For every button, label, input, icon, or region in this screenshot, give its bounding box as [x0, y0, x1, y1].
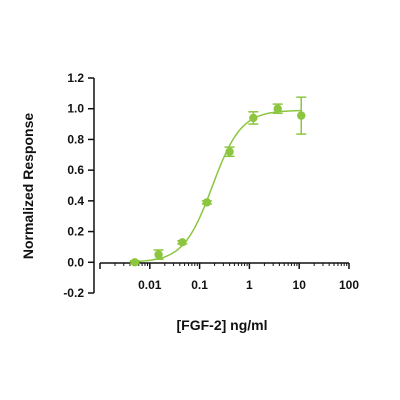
- data-point: [154, 250, 163, 259]
- y-axis: -0.2 0.0 0.2 0.4 0.6 0.8 1.0 1.2: [63, 71, 95, 300]
- y-tick-label: 1.2: [67, 71, 84, 85]
- data-point: [225, 147, 234, 156]
- x-tick-label: 0.1: [191, 278, 208, 292]
- y-tick-label: 0.2: [67, 225, 84, 239]
- y-axis-title: Normalized Response: [20, 113, 36, 259]
- data-point: [202, 198, 212, 207]
- data-point: [178, 238, 187, 247]
- y-tick-label: 0.4: [67, 194, 84, 208]
- x-tick-label: 1: [246, 278, 253, 292]
- y-tick-label: 1.0: [67, 102, 84, 116]
- data-point: [273, 104, 282, 113]
- fit-curve: [129, 109, 302, 263]
- x-ticks: 0.01 0.1 1 10 100: [99, 263, 359, 292]
- y-tick-label: 0.6: [67, 163, 84, 177]
- y-tick-label: 0.0: [67, 255, 84, 269]
- data-point: [130, 258, 140, 267]
- y-tick-label: -0.2: [63, 286, 84, 300]
- x-tick-label: 10: [293, 278, 307, 292]
- plot-area: [129, 96, 307, 267]
- x-tick-label: 100: [339, 278, 359, 292]
- data-point: [249, 113, 258, 123]
- y-tick-label: 0.8: [67, 132, 84, 146]
- x-axis-title: [FGF-2] ng/ml: [177, 317, 268, 333]
- y-ticks: -0.2 0.0 0.2 0.4 0.6 0.8 1.0 1.2: [63, 71, 94, 300]
- data-point: [297, 111, 306, 120]
- x-tick-label: 0.01: [138, 278, 162, 292]
- data-points: [129, 96, 307, 267]
- x-axis: 0.01 0.1 1 10 100: [99, 262, 359, 292]
